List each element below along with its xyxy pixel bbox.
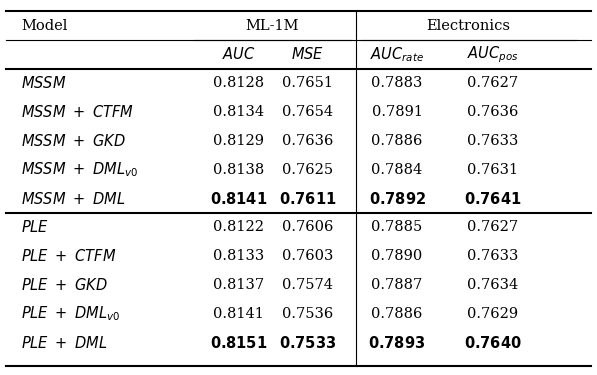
Text: 0.7627: 0.7627: [467, 76, 518, 90]
Text: $\mathit{AUC}_{\mathit{pos}}$: $\mathit{AUC}_{\mathit{pos}}$: [467, 44, 518, 65]
Text: $\mathbf{0.7641}$: $\mathbf{0.7641}$: [464, 190, 521, 207]
Text: 0.7883: 0.7883: [371, 76, 423, 90]
Text: 0.7625: 0.7625: [282, 163, 333, 177]
Text: 0.8128: 0.8128: [213, 76, 264, 90]
Text: $\boldsymbol{\mathit{MSSM\ +\ DML}}$: $\boldsymbol{\mathit{MSSM\ +\ DML}}$: [21, 190, 125, 207]
Text: 0.8133: 0.8133: [213, 249, 264, 263]
Text: 0.7884: 0.7884: [371, 163, 423, 177]
Text: $\mathit{AUC}_{\mathit{rate}}$: $\mathit{AUC}_{\mathit{rate}}$: [370, 45, 424, 64]
Text: 0.7890: 0.7890: [371, 249, 423, 263]
Text: 0.8129: 0.8129: [213, 134, 264, 148]
Text: 0.7606: 0.7606: [282, 220, 333, 234]
Text: 0.7651: 0.7651: [282, 76, 333, 90]
Text: $\mathit{MSSM\ +\ DML}_{\mathit{v0}}$: $\mathit{MSSM\ +\ DML}_{\mathit{v0}}$: [21, 160, 138, 179]
Text: 0.7633: 0.7633: [467, 134, 518, 148]
Text: 0.7887: 0.7887: [371, 278, 423, 292]
Text: ML-1M: ML-1M: [246, 19, 299, 33]
Text: 0.7636: 0.7636: [467, 105, 518, 119]
Text: 0.8137: 0.8137: [213, 278, 264, 292]
Text: 0.7654: 0.7654: [282, 105, 333, 119]
Text: 0.8134: 0.8134: [213, 105, 264, 119]
Text: 0.7886: 0.7886: [371, 134, 423, 148]
Text: $\mathit{PLE\ +\ DML}_{\mathit{v0}}$: $\mathit{PLE\ +\ DML}_{\mathit{v0}}$: [21, 304, 121, 323]
Text: $\mathit{PLE\ +\ CTFM}$: $\mathit{PLE\ +\ CTFM}$: [21, 248, 116, 264]
Text: 0.7574: 0.7574: [282, 278, 333, 292]
Text: 0.8138: 0.8138: [213, 163, 264, 177]
Text: $\mathbf{0.7640}$: $\mathbf{0.7640}$: [464, 334, 521, 351]
Text: $\mathit{PLE\ +\ GKD}$: $\mathit{PLE\ +\ GKD}$: [21, 277, 108, 293]
Text: 0.8141: 0.8141: [213, 307, 264, 321]
Text: 0.7886: 0.7886: [371, 307, 423, 321]
Text: 0.7536: 0.7536: [282, 307, 333, 321]
Text: $\mathbf{0.7533}$: $\mathbf{0.7533}$: [279, 334, 336, 351]
Text: 0.7636: 0.7636: [282, 134, 333, 148]
Text: $\mathit{MSSM}$: $\mathit{MSSM}$: [21, 75, 66, 91]
Text: $\mathit{MSSM\ +\ CTFM}$: $\mathit{MSSM\ +\ CTFM}$: [21, 104, 134, 120]
Text: $\mathbf{0.8141}$: $\mathbf{0.8141}$: [210, 190, 267, 207]
Text: Electronics: Electronics: [427, 19, 510, 33]
Text: 0.7634: 0.7634: [467, 278, 518, 292]
Text: 0.8122: 0.8122: [213, 220, 264, 234]
Text: $\mathit{PLE}$: $\mathit{PLE}$: [21, 219, 49, 236]
Text: $\mathit{MSE}$: $\mathit{MSE}$: [291, 46, 324, 63]
Text: $\mathit{MSSM\ +\ GKD}$: $\mathit{MSSM\ +\ GKD}$: [21, 133, 125, 149]
Text: $\mathbf{0.7611}$: $\mathbf{0.7611}$: [279, 190, 336, 207]
Text: $\mathit{AUC}$: $\mathit{AUC}$: [222, 46, 256, 63]
Text: 0.7629: 0.7629: [467, 307, 518, 321]
Text: $\boldsymbol{\mathit{PLE\ +\ DML}}$: $\boldsymbol{\mathit{PLE\ +\ DML}}$: [21, 334, 107, 351]
Text: Model: Model: [21, 19, 67, 33]
Text: 0.7631: 0.7631: [467, 163, 518, 177]
Text: $\mathbf{0.7892}$: $\mathbf{0.7892}$: [368, 190, 426, 207]
Text: 0.7633: 0.7633: [467, 249, 518, 263]
Text: 0.7891: 0.7891: [371, 105, 423, 119]
Text: 0.7627: 0.7627: [467, 220, 518, 234]
Text: 0.7885: 0.7885: [371, 220, 423, 234]
Text: 0.7603: 0.7603: [282, 249, 333, 263]
Text: $\mathbf{0.7893}$: $\mathbf{0.7893}$: [368, 334, 426, 351]
Text: $\mathbf{0.8151}$: $\mathbf{0.8151}$: [210, 334, 267, 351]
